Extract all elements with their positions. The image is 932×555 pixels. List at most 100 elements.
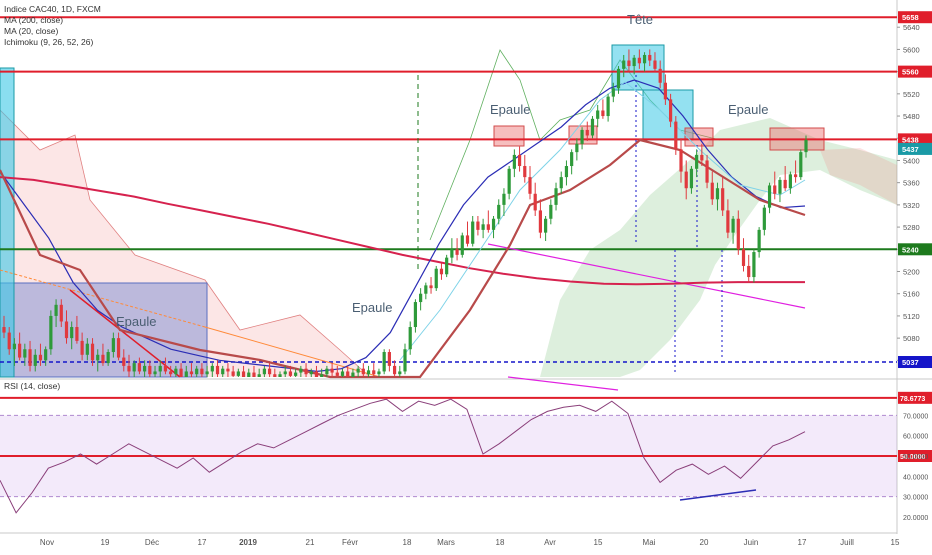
candle-body <box>455 249 459 255</box>
candle-body <box>148 365 152 375</box>
candle-body <box>75 327 79 341</box>
price-tick-label: 5200 <box>903 268 920 277</box>
candle-body <box>616 68 621 89</box>
time-tick-label: Févr <box>342 538 358 547</box>
candle-body <box>278 374 282 377</box>
candle-body <box>85 343 89 355</box>
candle-body <box>387 352 391 366</box>
candle-body <box>419 293 423 303</box>
candle-body <box>247 372 251 377</box>
level-badge-label-5240: 5240 <box>902 245 919 254</box>
candle-body <box>700 154 704 161</box>
time-tick-label: 19 <box>101 538 110 547</box>
candle-body <box>372 370 376 375</box>
rsi-tick-label: 20.0000 <box>903 515 928 522</box>
candle-body <box>627 60 631 67</box>
candle-body <box>434 268 438 289</box>
candle-body <box>90 343 95 361</box>
candle-body <box>382 352 386 372</box>
candle-body <box>59 304 63 322</box>
level-badge-5240 <box>898 243 932 256</box>
last-price-label: 5437 <box>902 145 919 154</box>
resistance-zone-0 <box>493 125 525 147</box>
candle-body <box>481 224 485 230</box>
candle-body <box>18 343 22 358</box>
annotation-1: Tête <box>627 12 653 27</box>
candle-body <box>64 321 69 339</box>
candle-body <box>330 368 334 373</box>
price-tick-label: 5120 <box>903 312 920 321</box>
trend-orange <box>204 326 381 378</box>
time-tick-label: 17 <box>198 538 207 547</box>
rsi-tick-label: 30.0000 <box>903 495 928 502</box>
candle-body <box>356 368 360 373</box>
legend-ichimoku: Ichimoku (9, 26, 52, 26) <box>4 37 94 47</box>
time-tick-label: Mai <box>643 538 656 547</box>
candle-body <box>288 371 293 376</box>
candle-body <box>580 129 584 144</box>
time-tick-label: Déc <box>145 538 159 547</box>
trend-red <box>69 289 181 378</box>
candle-body <box>590 118 595 136</box>
time-tick-label: 17 <box>798 538 807 547</box>
candle-body <box>137 363 142 372</box>
candle-body <box>122 357 126 366</box>
candle-body <box>403 349 407 372</box>
time-tick-label: 2019 <box>239 538 257 547</box>
ichimoku-cloud-future <box>820 148 897 205</box>
candle-body <box>158 365 162 372</box>
candle-body <box>325 368 329 375</box>
level-badge-5658 <box>898 11 932 24</box>
candle-body <box>174 368 178 375</box>
candle-body <box>33 354 37 366</box>
candle-body <box>538 210 543 233</box>
candle-body <box>210 365 214 372</box>
candle-body <box>252 372 256 377</box>
candle-body <box>658 68 662 83</box>
candle-body <box>804 139 808 153</box>
candle-body <box>752 252 756 278</box>
candle-body <box>262 368 266 375</box>
price-tick-label: 5280 <box>903 223 920 232</box>
annotation-2: Epaule <box>728 102 768 117</box>
legend-rsi: RSI (14, close) <box>4 381 61 391</box>
rsi-level-badge-label: 50.0000 <box>900 454 925 461</box>
rsi-tick-label: 60.0000 <box>903 434 928 441</box>
candle-body <box>273 374 277 377</box>
candle-body <box>314 371 319 377</box>
annotation-0: Epaule <box>490 102 530 117</box>
span-a-line <box>0 109 371 378</box>
candle-body <box>408 327 412 350</box>
price-tick-label: 5320 <box>903 201 920 210</box>
rsi-level-badge <box>898 450 932 462</box>
time-tick-label: 21 <box>306 538 315 547</box>
rsi-level-badge <box>898 391 932 404</box>
time-tick-label: Juin <box>744 538 759 547</box>
candle-body <box>507 168 511 194</box>
candle-body <box>471 221 475 244</box>
candle-body <box>143 365 147 372</box>
candle-body <box>320 374 324 377</box>
candle-body <box>773 185 777 194</box>
candle-body <box>528 177 532 194</box>
candle-body <box>189 371 194 375</box>
candle-body <box>257 374 261 377</box>
candle-body <box>710 182 714 200</box>
candle-body <box>502 193 506 205</box>
level-badge-5037 <box>898 356 932 369</box>
candle-body <box>533 193 537 211</box>
legend-ma200: MA (200, close) <box>4 15 64 25</box>
candle-body <box>96 354 100 361</box>
candle-body <box>663 82 667 100</box>
candle-body <box>439 268 444 275</box>
candle-body <box>294 372 298 376</box>
candle-body <box>106 352 110 364</box>
candle-body <box>205 371 209 375</box>
candle-body <box>54 304 58 316</box>
candle-body <box>554 188 558 205</box>
level-badge-label-5438: 5438 <box>902 135 919 144</box>
candle-body <box>7 332 11 350</box>
last-price-badge <box>898 142 932 155</box>
candle-body <box>226 368 230 372</box>
